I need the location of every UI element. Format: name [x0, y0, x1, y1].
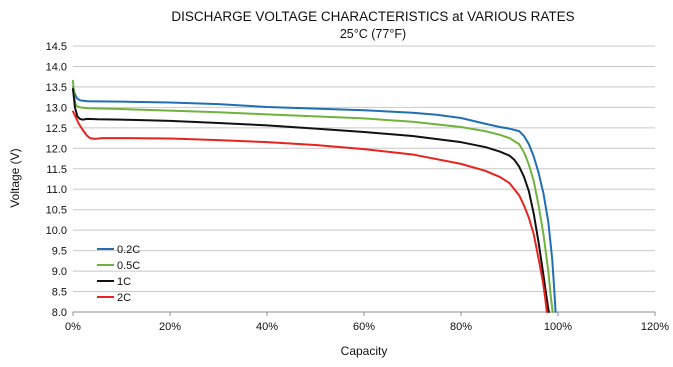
tick-labels: 8.0 8.5 9.0 9.5 10.0 10.5 11.0 11.5 12.0 12.5 13.0…	[46, 41, 670, 333]
y-tick-label: 8.5	[52, 287, 67, 299]
legend-label: 0.2C	[117, 244, 140, 256]
series-line-1c	[72, 87, 550, 313]
y-tick-label: 13.5	[46, 82, 67, 94]
x-tick-label: 40%	[256, 321, 278, 333]
axes	[72, 311, 656, 316]
legend-label: 2C	[117, 292, 131, 304]
series-line-0-5c	[72, 79, 554, 313]
y-tick-label: 9.0	[52, 266, 67, 278]
y-tick-label: 12.0	[46, 143, 67, 155]
series-line-0-2c	[72, 85, 557, 313]
legend-label: 1C	[117, 276, 131, 288]
x-tick-label: 0%	[65, 321, 81, 333]
x-tick-label: 20%	[159, 321, 181, 333]
chart-subtitle: 25°C (77°F)	[340, 27, 406, 41]
y-tick-label: 9.5	[52, 246, 67, 258]
x-tick-label: 80%	[450, 321, 472, 333]
x-tick-label: 60%	[353, 321, 375, 333]
legend-label: 0.5C	[117, 260, 140, 272]
chart-title: DISCHARGE VOLTAGE CHARACTERISTICS at VAR…	[171, 9, 574, 24]
y-tick-label: 14.5	[46, 41, 67, 53]
grid-lines	[73, 45, 655, 293]
y-axis-title: Voltage (V)	[8, 148, 22, 207]
series-lines	[72, 79, 557, 313]
series-line-2c	[72, 110, 548, 313]
y-tick-label: 11.0	[46, 184, 67, 196]
legend: 0.2C 0.5C 1C 2C	[97, 244, 140, 304]
x-tick-label: 120%	[641, 321, 669, 333]
y-tick-label: 13.0	[46, 102, 67, 114]
y-tick-label: 8.0	[52, 307, 67, 319]
y-tick-label: 10.0	[46, 225, 67, 237]
y-tick-label: 10.5	[46, 205, 67, 217]
x-tick-label: 100%	[544, 321, 572, 333]
y-tick-label: 14.0	[46, 61, 67, 73]
y-tick-label: 11.5	[46, 164, 67, 176]
y-tick-label: 12.5	[46, 123, 67, 135]
x-axis-title: Capacity	[341, 344, 388, 358]
